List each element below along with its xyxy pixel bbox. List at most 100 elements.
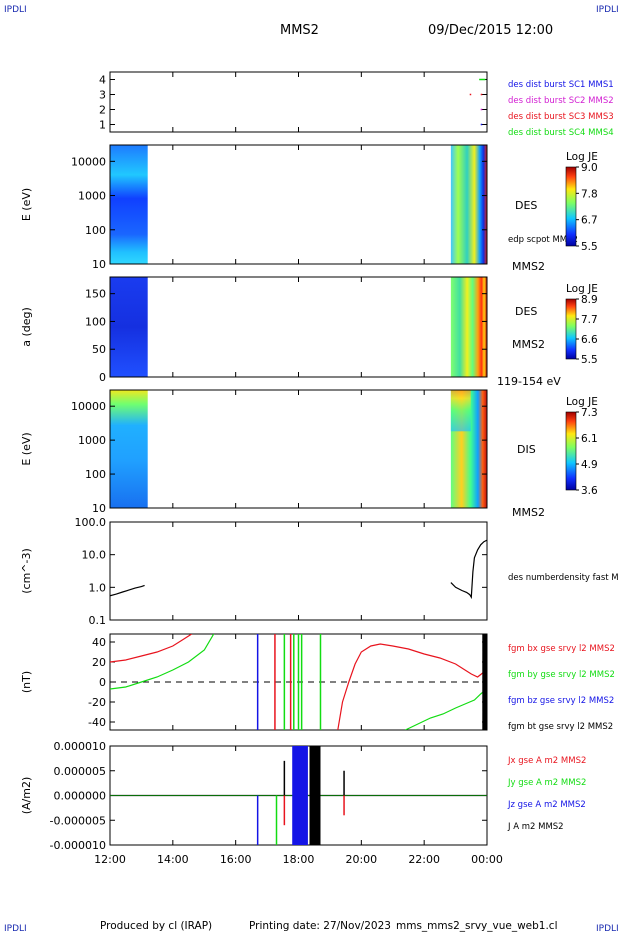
dis-energy-colorbar xyxy=(565,411,577,491)
des-energy-colorbar-title: Log JE xyxy=(566,151,598,163)
des-pitch-frame xyxy=(109,276,488,378)
bfield-series xyxy=(337,643,485,730)
dis-energy-colorbar-label: 7.3 xyxy=(581,407,598,419)
bfield-legend-entry: fgm bx gse srvy l2 MMS2 xyxy=(508,644,615,654)
burst-frame xyxy=(109,71,488,133)
current-ylabel: (A/m2) xyxy=(20,777,33,815)
xaxis-tick-label: 22:00 xyxy=(408,853,440,866)
bfield-ytick-label: 40 xyxy=(92,636,106,649)
bfield-legend-entry: fgm bz gse srvy l2 MMS2 xyxy=(508,696,614,706)
bfield-series xyxy=(110,634,215,690)
density-ytick-label: 0.1 xyxy=(89,614,107,627)
stacked-plots: 1 2 3 4 des dist burst SC1 MMS1 des dist burs… xyxy=(20,71,619,866)
density-legend-entry: des numberdensity fast M xyxy=(508,573,619,583)
des-pitch-ytick-label: 150 xyxy=(85,288,106,301)
density-ytick-label: 10.0 xyxy=(82,549,107,562)
burst-legend-entry: des dist burst SC3 MMS3 xyxy=(508,112,614,122)
dis-energy-side-label: MMS2 xyxy=(512,506,545,519)
dis-energy-colorbar-label: 4.9 xyxy=(581,459,598,471)
xaxis-tick-label: 20:00 xyxy=(345,853,377,866)
density-series xyxy=(450,539,487,600)
des-pitch-side-label: DES xyxy=(515,305,537,318)
des-pitch-side-label: 119-154 eV xyxy=(497,375,561,388)
current-legend-entry: J A m2 MMS2 xyxy=(507,822,564,832)
burst-legend-entry: des dist burst SC4 MMS4 xyxy=(508,128,614,138)
current-ytick-label: -0.000005 xyxy=(50,814,106,827)
des-pitch-ylabel: a (deg) xyxy=(20,307,33,347)
bfield-ylabel: (nT) xyxy=(20,671,33,693)
footer-plot-id: mms_mms2_srvy_vue_web1.cl xyxy=(396,920,558,932)
des-pitch-ytick-label: 100 xyxy=(85,315,106,328)
des-pitch-colorbar-label: 7.7 xyxy=(581,314,598,326)
des-energy-colorbar-label: 6.7 xyxy=(581,215,598,227)
bfield-ytick-label: -20 xyxy=(88,696,106,709)
current-ytick-label: 0.000000 xyxy=(54,790,107,803)
bfield-series xyxy=(110,634,193,663)
des-pitch-side-label: MMS2 xyxy=(512,338,545,351)
current-ytick-label: 0.000005 xyxy=(54,765,107,778)
bfield-ytick-label: 20 xyxy=(92,656,106,669)
dis-energy-ytick-label: 1000 xyxy=(78,434,106,447)
corner-label-top-left: IPDLI xyxy=(4,5,27,15)
des-energy-ylabel: E (eV) xyxy=(20,188,33,221)
des-energy-side-label: DES xyxy=(515,199,537,212)
burst-ytick-label: 3 xyxy=(99,89,106,102)
xaxis-tick-label: 14:00 xyxy=(157,853,189,866)
corner-label-bottom-left: IPDLI xyxy=(4,924,27,934)
current-dense-block xyxy=(292,746,308,845)
des-energy-spectrogram-block xyxy=(450,145,487,264)
dis-energy-colorbar-label: 3.6 xyxy=(581,485,598,497)
burst-legend-entry: des dist burst SC2 MMS2 xyxy=(508,96,614,106)
des-energy-ytick-label: 10 xyxy=(92,258,106,271)
burst-ytick-label: 1 xyxy=(99,119,106,132)
des-pitch-colorbar-title: Log JE xyxy=(566,283,598,295)
bfield-dense-block xyxy=(482,634,487,730)
des-energy-colorbar-label: 9.0 xyxy=(581,162,598,174)
dis-energy-side-label: DIS xyxy=(517,443,536,456)
dis-energy-spectrogram-block xyxy=(110,390,148,508)
des-energy-spectrogram-block xyxy=(110,145,148,264)
datetime-title: 09/Dec/2015 12:00 xyxy=(428,23,554,38)
des-pitch-ytick-label: 50 xyxy=(92,343,106,356)
des-energy-ytick-label: 100 xyxy=(85,224,106,237)
current-legend-entry: Jz gse A m2 MMS2 xyxy=(507,800,586,810)
footer-printing-date: Printing date: 27/Nov/2023 xyxy=(249,920,391,932)
des-energy-ytick-label: 1000 xyxy=(78,190,106,203)
burst-legend-entry: des dist burst SC1 MMS1 xyxy=(508,80,614,90)
bfield-legend-entry: fgm by gse srvy l2 MMS2 xyxy=(508,670,615,680)
density-ylabel: (cm^-3) xyxy=(20,548,33,594)
des-pitch-colorbar xyxy=(565,298,577,360)
des-pitch-spectrogram-block xyxy=(110,277,148,377)
current-legend-entry: Jx gse A m2 MMS2 xyxy=(507,756,586,766)
des-pitch-colorbar-label: 8.9 xyxy=(581,294,598,306)
current-legend-entry: Jy gse A m2 MMS2 xyxy=(507,778,586,788)
bfield-ytick-label: -40 xyxy=(88,716,106,729)
des-energy-ytick-label: 10000 xyxy=(71,155,106,168)
dis-energy-colorbar-label: 6.1 xyxy=(581,433,598,445)
density-ytick-label: 100.0 xyxy=(75,516,107,529)
xaxis-tick-label: 00:00 xyxy=(471,853,503,866)
des-pitch-colorbar-label: 6.6 xyxy=(581,334,598,346)
dis-energy-ytick-label: 100 xyxy=(85,468,106,481)
corner-label-bottom-right: IPDLI xyxy=(596,924,619,934)
des-energy-colorbar xyxy=(565,166,577,247)
dis-energy-spectrogram-overlay xyxy=(450,390,471,432)
density-series xyxy=(110,584,145,597)
dis-energy-ytick-label: 10000 xyxy=(71,400,106,413)
burst-ytick-label: 2 xyxy=(99,104,106,117)
corner-label-top-right: IPDLI xyxy=(596,5,619,15)
des-energy-colorbar-label: 7.8 xyxy=(581,188,598,200)
des-pitch-colorbar-label: 5.5 xyxy=(581,354,598,366)
des-energy-colorbar-label: 5.5 xyxy=(581,241,598,253)
bfield-series xyxy=(405,689,486,730)
des-pitch-ytick-label: 0 xyxy=(99,371,106,384)
bfield-ytick-label: 0 xyxy=(99,676,106,689)
current-ytick-label: 0.000010 xyxy=(54,740,107,753)
xaxis-tick-label: 18:00 xyxy=(283,853,315,866)
dis-energy-frame xyxy=(109,389,488,509)
bfield-legend-entry: fgm bt gse srvy l2 MMS2 xyxy=(508,722,613,732)
des-pitch-spectrogram-block xyxy=(450,277,487,377)
des-energy-side-label: MMS2 xyxy=(512,260,545,273)
current-ytick-label: -0.000010 xyxy=(50,839,106,852)
